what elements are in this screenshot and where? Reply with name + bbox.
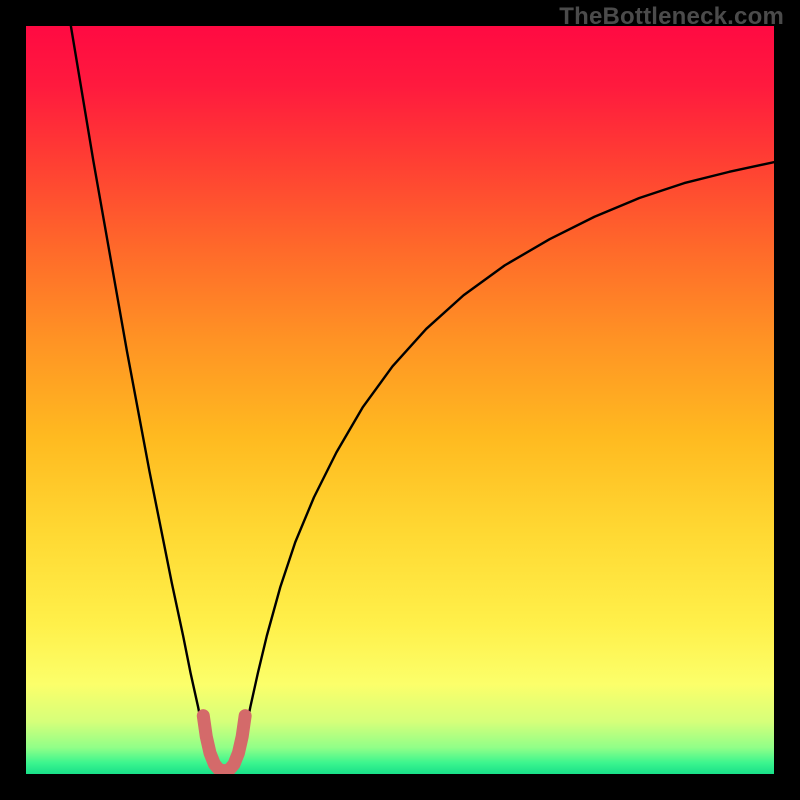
watermark-text: TheBottleneck.com	[559, 3, 784, 31]
chart-frame	[26, 26, 774, 774]
valley-marker	[203, 716, 245, 771]
chart-stage: TheBottleneck.com	[0, 0, 800, 800]
chart-svg	[26, 26, 774, 774]
bottleneck-curve	[71, 26, 774, 774]
